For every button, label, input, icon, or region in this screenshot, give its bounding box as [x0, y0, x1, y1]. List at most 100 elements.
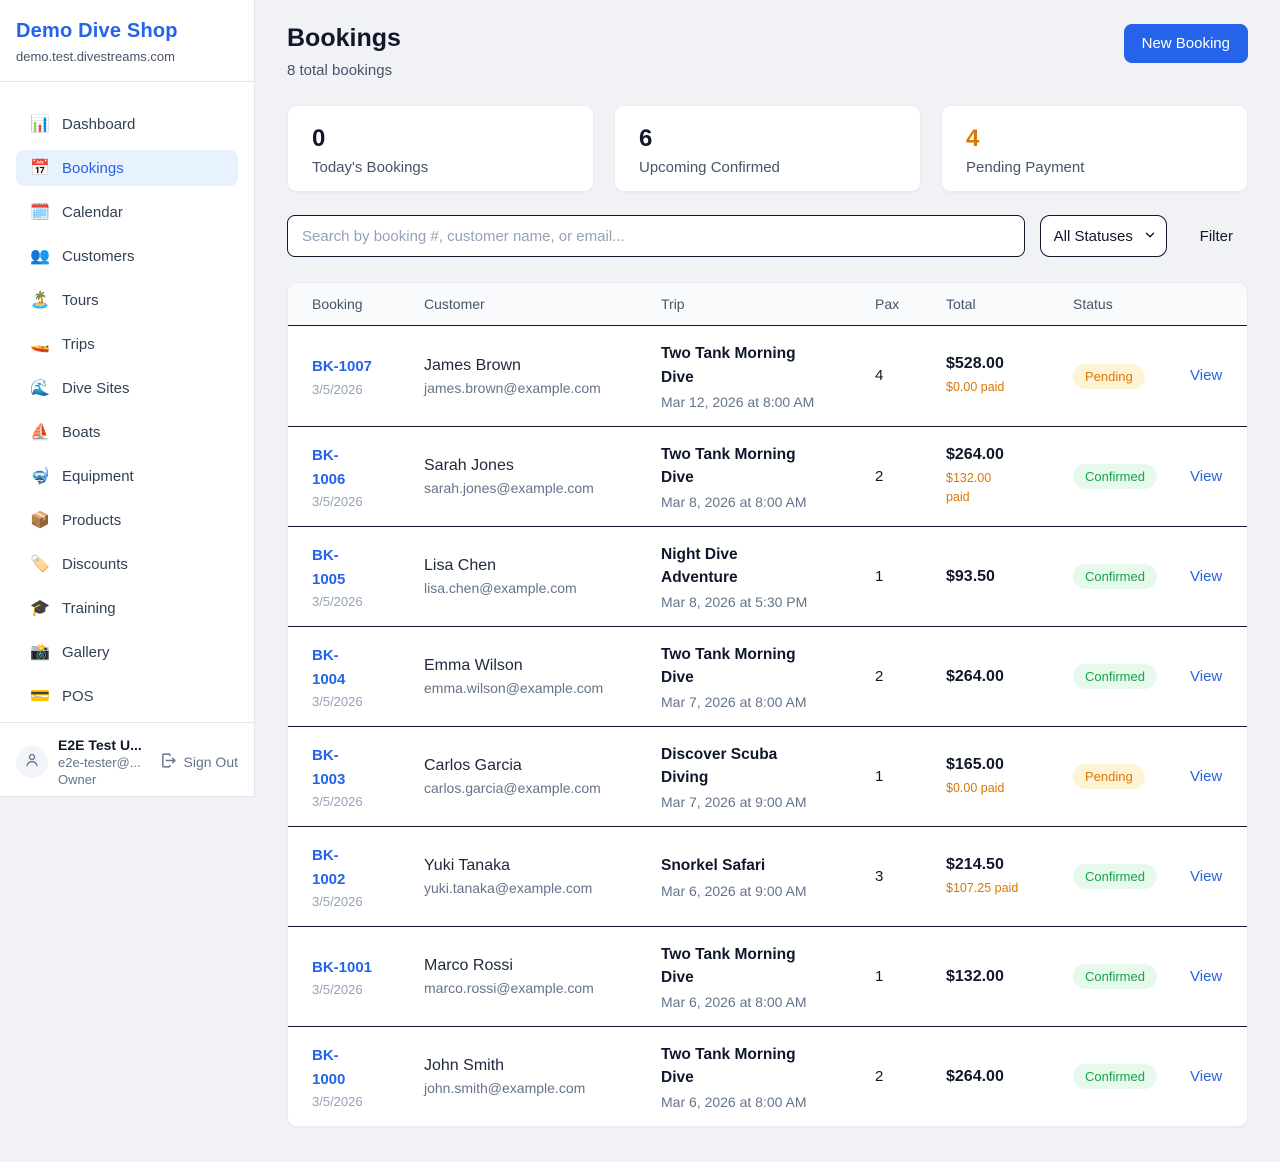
booking-link[interactable]: BK- 1004 — [312, 647, 346, 688]
view-link[interactable]: View — [1190, 967, 1223, 985]
booking-link[interactable]: BK- 1005 — [312, 547, 346, 588]
customer-name: John Smith — [424, 1057, 505, 1074]
nav-icon: 📅 — [30, 160, 50, 177]
pax-value: 1 — [875, 567, 884, 585]
nav-icon: 💳 — [30, 688, 50, 705]
customer-cell: Carlos Garcia carlos.garcia@example.com — [424, 757, 661, 796]
stat-value: 6 — [639, 125, 653, 152]
status-select[interactable]: All Statuses — [1039, 215, 1167, 257]
stats-row: 0 Today's Bookings 6 Upcoming Confirmed … — [287, 105, 1248, 192]
total-value: $264.00 — [946, 446, 1004, 464]
sidebar-item-bookings[interactable]: 📅 Bookings — [16, 150, 238, 186]
sidebar-item-equipment[interactable]: 🤿 Equipment — [16, 458, 238, 494]
view-cell: View — [1190, 568, 1247, 586]
booking-link[interactable]: BK- 1006 — [312, 447, 346, 488]
status-cell: Confirmed — [1073, 564, 1190, 589]
trip-datetime: Mar 6, 2026 at 8:00 AM — [661, 1094, 807, 1111]
trip-datetime: Mar 6, 2026 at 9:00 AM — [661, 882, 807, 899]
new-booking-button[interactable]: New Booking — [1123, 24, 1248, 63]
view-link[interactable]: View — [1190, 867, 1223, 885]
nav-icon: 🎓 — [30, 600, 50, 617]
trip-cell: Two Tank Morning Dive Mar 6, 2026 at 8:0… — [661, 943, 875, 1011]
total-cell: $165.00 $0.00 paid — [946, 756, 1073, 798]
sidebar-item-label: Products — [62, 511, 122, 529]
booking-cell: BK- 1003 3/5/2026 — [312, 744, 424, 809]
view-link[interactable]: View — [1190, 1067, 1223, 1085]
status-select-wrap: All Statuses — [1039, 215, 1167, 257]
customer-email: carlos.garcia@example.com — [424, 780, 601, 796]
customer-name: Sarah Jones — [424, 457, 514, 474]
page-subtitle: 8 total bookings — [287, 62, 393, 79]
booking-link[interactable]: BK- 1003 — [312, 747, 346, 788]
booking-link[interactable]: BK-1007 — [312, 358, 373, 376]
view-link[interactable]: View — [1190, 467, 1223, 485]
sidebar-item-pos[interactable]: 💳 POS — [16, 678, 238, 714]
trip-name: Two Tank Morning Dive — [661, 645, 796, 686]
booking-link[interactable]: BK- 1000 — [312, 1047, 346, 1088]
trip-datetime: Mar 7, 2026 at 9:00 AM — [661, 794, 807, 811]
page-header: Bookings 8 total bookings New Booking — [287, 24, 1248, 79]
col-header-status: Status — [1073, 296, 1113, 312]
view-link[interactable]: View — [1190, 667, 1223, 685]
booking-cell: BK- 1006 3/5/2026 — [312, 444, 424, 509]
sidebar-item-boats[interactable]: ⛵ Boats — [16, 414, 238, 450]
status-badge: Confirmed — [1073, 964, 1157, 989]
view-link[interactable]: View — [1190, 367, 1223, 384]
title-block: Bookings 8 total bookings — [287, 24, 401, 79]
sidebar-item-calendar[interactable]: 🗓️ Calendar — [16, 194, 238, 230]
total-value: $214.50 — [946, 855, 1004, 873]
search-input[interactable] — [287, 215, 1025, 257]
trip-cell: Discover Scuba Diving Mar 7, 2026 at 9:0… — [661, 743, 875, 811]
booking-cell: BK- 1002 3/5/2026 — [312, 844, 424, 909]
table-row: BK- 1005 3/5/2026 Lisa Chen lisa.chen@ex… — [288, 526, 1247, 626]
pax-cell: 2 — [875, 1068, 946, 1086]
total-value: $528.00 — [946, 355, 1004, 373]
status-badge: Confirmed — [1073, 664, 1157, 689]
col-header-trip: Trip — [661, 296, 685, 312]
paid-value: $0.00 paid — [946, 380, 1005, 395]
sidebar-item-customers[interactable]: 👥 Customers — [16, 238, 238, 274]
table-row: BK- 1002 3/5/2026 Yuki Tanaka yuki.tanak… — [288, 826, 1247, 926]
view-link[interactable]: View — [1190, 567, 1223, 585]
filter-button[interactable]: Filter — [1199, 227, 1233, 245]
table-row: BK- 1004 3/5/2026 Emma Wilson emma.wilso… — [288, 626, 1247, 726]
customer-name: Lisa Chen — [424, 557, 497, 574]
sidebar-item-label: Dive Sites — [62, 379, 130, 397]
sidebar-item-discounts[interactable]: 🏷️ Discounts — [16, 546, 238, 582]
table-row: BK- 1000 3/5/2026 John Smith john.smith@… — [288, 1026, 1247, 1126]
sidebar-nav: 📊 Dashboard 📅 Bookings 🗓️ Calendar 👥 Cus… — [0, 82, 254, 722]
trip-name: Two Tank Morning Dive — [661, 345, 796, 386]
pax-value: 2 — [875, 1067, 884, 1085]
sidebar-item-label: Gallery — [62, 643, 110, 661]
sidebar: Demo Dive Shop demo.test.divestreams.com… — [0, 0, 255, 797]
sidebar-item-tours[interactable]: 🏝️ Tours — [16, 282, 238, 318]
sidebar-item-trips[interactable]: 🚤 Trips — [16, 326, 238, 362]
sidebar-item-label: Dashboard — [62, 115, 136, 133]
customer-cell: Marco Rossi marco.rossi@example.com — [424, 957, 661, 996]
sidebar-item-label: Training — [62, 599, 116, 617]
nav-icon: 🗓️ — [30, 204, 50, 221]
customer-email: john.smith@example.com — [424, 1080, 586, 1096]
status-cell: Pending — [1073, 363, 1190, 389]
booking-date: 3/5/2026 — [312, 893, 363, 909]
sidebar-item-training[interactable]: 🎓 Training — [16, 590, 238, 626]
user-role: Owner — [58, 772, 97, 787]
status-cell: Confirmed — [1073, 464, 1190, 489]
pax-value: 2 — [875, 467, 884, 485]
logout-icon — [160, 752, 177, 772]
booking-link[interactable]: BK- 1002 — [312, 847, 346, 888]
sign-out-button[interactable]: Sign Out — [160, 752, 238, 772]
sidebar-item-dive-sites[interactable]: 🌊 Dive Sites — [16, 370, 238, 406]
booking-link[interactable]: BK-1001 — [312, 958, 373, 976]
main-content: Bookings 8 total bookings New Booking 0 … — [255, 0, 1280, 1159]
sidebar-item-products[interactable]: 📦 Products — [16, 502, 238, 538]
sidebar-item-label: Trips — [62, 335, 95, 353]
view-link[interactable]: View — [1190, 767, 1223, 785]
col-header-total: Total — [946, 296, 976, 312]
status-cell: Pending — [1073, 764, 1190, 789]
sign-out-label: Sign Out — [183, 754, 238, 770]
sidebar-item-label: Calendar — [62, 203, 123, 221]
sidebar-item-dashboard[interactable]: 📊 Dashboard — [16, 106, 238, 142]
trip-datetime: Mar 8, 2026 at 8:00 AM — [661, 494, 807, 511]
sidebar-item-gallery[interactable]: 📸 Gallery — [16, 634, 238, 670]
